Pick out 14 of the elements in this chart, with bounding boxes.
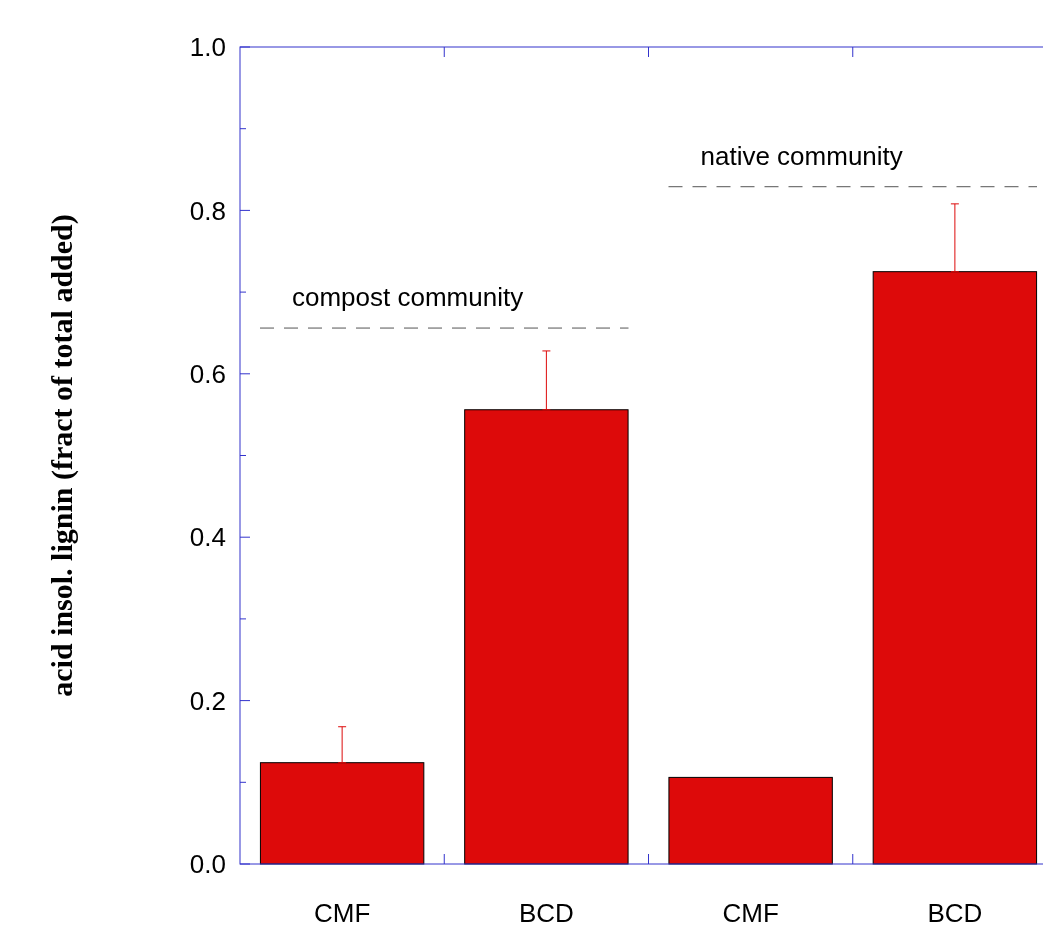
x-tick-label: CMF: [313, 898, 371, 928]
y-tick-label: 0.4: [189, 522, 226, 553]
ref-line-label: compost community: [292, 282, 524, 313]
ref-line-label: native community: [700, 140, 903, 171]
y-tick-label: 1.0: [189, 32, 226, 63]
y-tick-label: 0.2: [189, 685, 226, 716]
x-tick-label: CMF: [722, 898, 779, 928]
y-tick-label: 0.6: [189, 358, 226, 389]
y-tick-label: 0.0: [189, 849, 226, 880]
x-tick-label: BCD: [518, 898, 574, 928]
y-axis-title: acid insol. lignin (fract of total added): [45, 214, 79, 697]
x-tick-label: BCD: [927, 898, 983, 928]
y-tick-label: 0.8: [189, 195, 226, 226]
bar: [668, 776, 833, 865]
